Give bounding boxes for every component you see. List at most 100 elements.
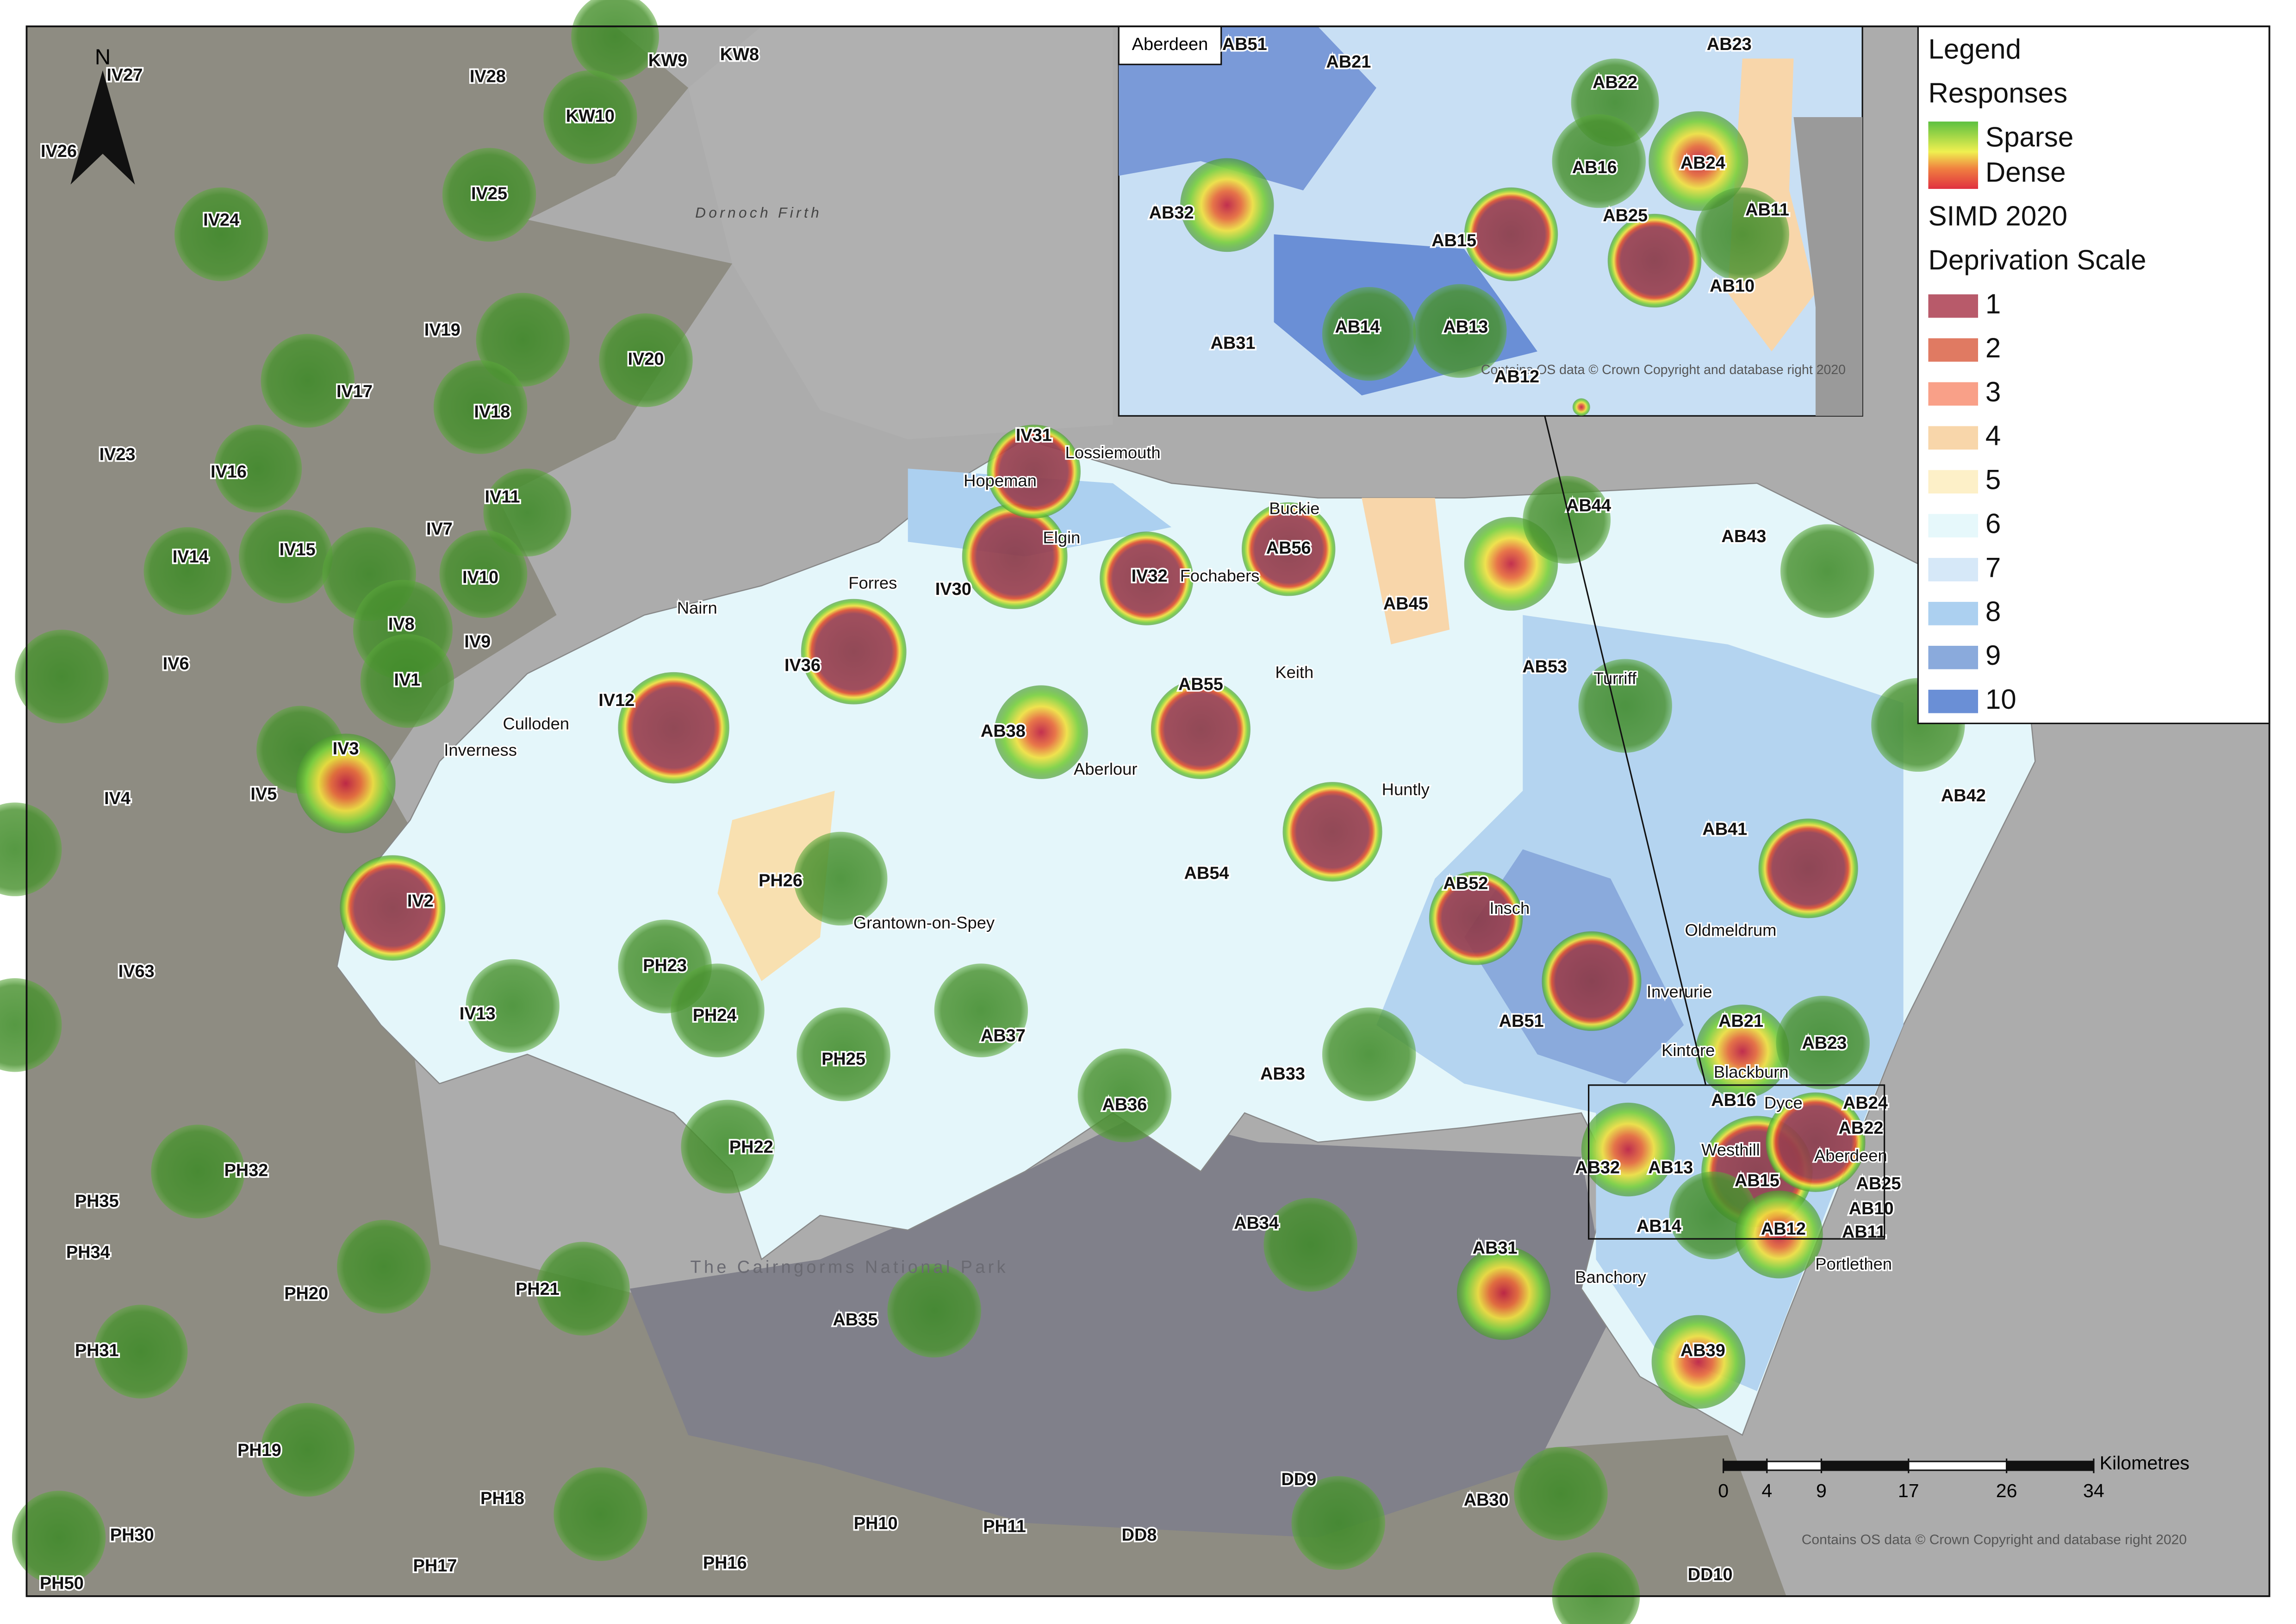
heat-spot <box>1780 524 1874 618</box>
postcode-label: AB16 <box>1572 158 1617 177</box>
heat-spot <box>93 1305 188 1399</box>
legend-swatch <box>1928 558 1979 581</box>
heat-spot <box>1542 931 1642 1031</box>
postcode-label: PH11 <box>983 1517 1026 1536</box>
town-label: Oldmeldrum <box>1685 920 1776 939</box>
inset-title-box <box>1118 25 1222 65</box>
heat-spot <box>994 685 1088 779</box>
heat-spot <box>681 1099 775 1194</box>
deprivation-4 <box>1362 498 1450 644</box>
legend-label: 2 <box>1985 332 2001 363</box>
heat-spot <box>174 187 268 281</box>
town-label: Nairn <box>677 599 717 618</box>
town-label: Inverurie <box>1647 982 1712 1001</box>
map-frame <box>25 25 2271 1597</box>
heat-spot <box>0 802 62 896</box>
heat-spot <box>261 334 355 428</box>
town-label: Forres <box>848 574 897 593</box>
deprivation-4 <box>717 791 835 981</box>
town-label: Aberlour <box>1074 759 1137 778</box>
heat-spot <box>296 733 396 833</box>
postcode-label: AB11 <box>1745 200 1789 220</box>
postcode-label: AB15 <box>1735 1171 1780 1191</box>
postcode-label: AB31 <box>1210 333 1255 353</box>
heat-spot <box>1456 1246 1551 1340</box>
north-arrow <box>70 70 135 185</box>
postcode-label: AB13 <box>1648 1158 1693 1177</box>
legend-heading: Responses <box>1928 77 2067 108</box>
heat-spot <box>934 963 1028 1057</box>
scale-tick-label: 9 <box>1816 1480 1827 1501</box>
heat-spot <box>1100 531 1194 625</box>
legend: Legend Responses Sparse Dense SIMD 2020 … <box>1917 25 2271 725</box>
legend-label: 8 <box>1985 596 2001 627</box>
postcode-label: AB33 <box>1260 1064 1305 1084</box>
scale-segment <box>2006 1461 2095 1471</box>
postcode-label: AB45 <box>1383 594 1428 613</box>
postcode-label: PH16 <box>703 1553 747 1573</box>
heat-spot <box>1776 995 1870 1090</box>
postcode-label: IV6 <box>163 654 189 674</box>
postcode-label: IV15 <box>280 540 316 559</box>
postcode-label: IV5 <box>250 785 277 804</box>
scale-tick-label: 26 <box>1996 1480 2017 1501</box>
postcode-label: PH17 <box>413 1556 457 1576</box>
heat-spot <box>1669 1171 1757 1260</box>
postcode-label: AB21 <box>1718 1012 1763 1031</box>
town-label: Dyce <box>1764 1093 1803 1112</box>
heat-spot <box>261 1403 355 1497</box>
postcode-label: PH21 <box>516 1280 560 1299</box>
postcode-label: AB34 <box>1234 1213 1279 1233</box>
town-label: Banchory <box>1575 1268 1646 1287</box>
postcode-label: AB35 <box>833 1310 877 1330</box>
heat-spot <box>571 0 659 81</box>
heat-spot <box>987 425 1081 518</box>
heat-spot <box>433 360 528 454</box>
postcode-label: IV26 <box>41 142 77 161</box>
inset-title: Aberdeen <box>1132 35 1208 54</box>
postcode-label: IV28 <box>470 67 506 87</box>
heat-spot <box>442 148 536 242</box>
town-label: Lossiemouth <box>1065 443 1161 462</box>
postcode-label: AB42 <box>1941 786 1986 806</box>
heat-spot <box>1077 1048 1172 1143</box>
postcode-label: IV2 <box>407 892 434 911</box>
heat-spot <box>794 831 888 926</box>
postcode-label: AB23 <box>1707 35 1752 54</box>
postcode-label: IV36 <box>784 656 821 675</box>
scale-tick-label: 17 <box>1898 1480 1919 1501</box>
scale-bar: 0 4 9 17 26 34 Kilometres <box>1718 1452 2190 1501</box>
scale-segment <box>1908 1461 2008 1471</box>
postcode-label: IV19 <box>424 320 460 340</box>
town-label: Portlethen <box>1815 1255 1892 1274</box>
town-label: Insch <box>1489 899 1530 918</box>
town-label: Fochabers <box>1180 566 1260 585</box>
postcode-label: IV63 <box>118 962 155 981</box>
postcode-label: PH20 <box>284 1284 328 1303</box>
scale-tick-label: 0 <box>1718 1480 1729 1501</box>
heat-spot <box>1552 1552 1640 1624</box>
postcode-label: PH50 <box>40 1574 84 1593</box>
heat-spot <box>801 599 907 705</box>
postcode-label: DD10 <box>1688 1565 1733 1585</box>
heat-spot <box>1241 502 1336 596</box>
heat-spot <box>1581 1102 1675 1197</box>
heat-spot <box>1291 1476 1385 1570</box>
heat-spot <box>1735 1190 1823 1279</box>
postcode-label: AB37 <box>981 1026 1026 1046</box>
scale-segment <box>1820 1461 1910 1471</box>
town-label: Kintore <box>1661 1041 1715 1060</box>
legend-label: 3 <box>1985 376 2001 407</box>
postcode-label: AB56 <box>1266 538 1311 558</box>
postcode-label: AB53 <box>1522 657 1567 676</box>
town-label: Turriff <box>1593 668 1637 687</box>
scale-unit: Kilometres <box>2100 1452 2190 1474</box>
postcode-label: KW10 <box>566 106 615 126</box>
postcode-label: KW8 <box>720 45 759 64</box>
town-label: Elgin <box>1043 528 1080 547</box>
heat-spot <box>476 293 570 387</box>
heat-spot <box>439 530 528 618</box>
town-label: Keith <box>1275 663 1313 682</box>
postcode-label: AB36 <box>1102 1095 1147 1114</box>
